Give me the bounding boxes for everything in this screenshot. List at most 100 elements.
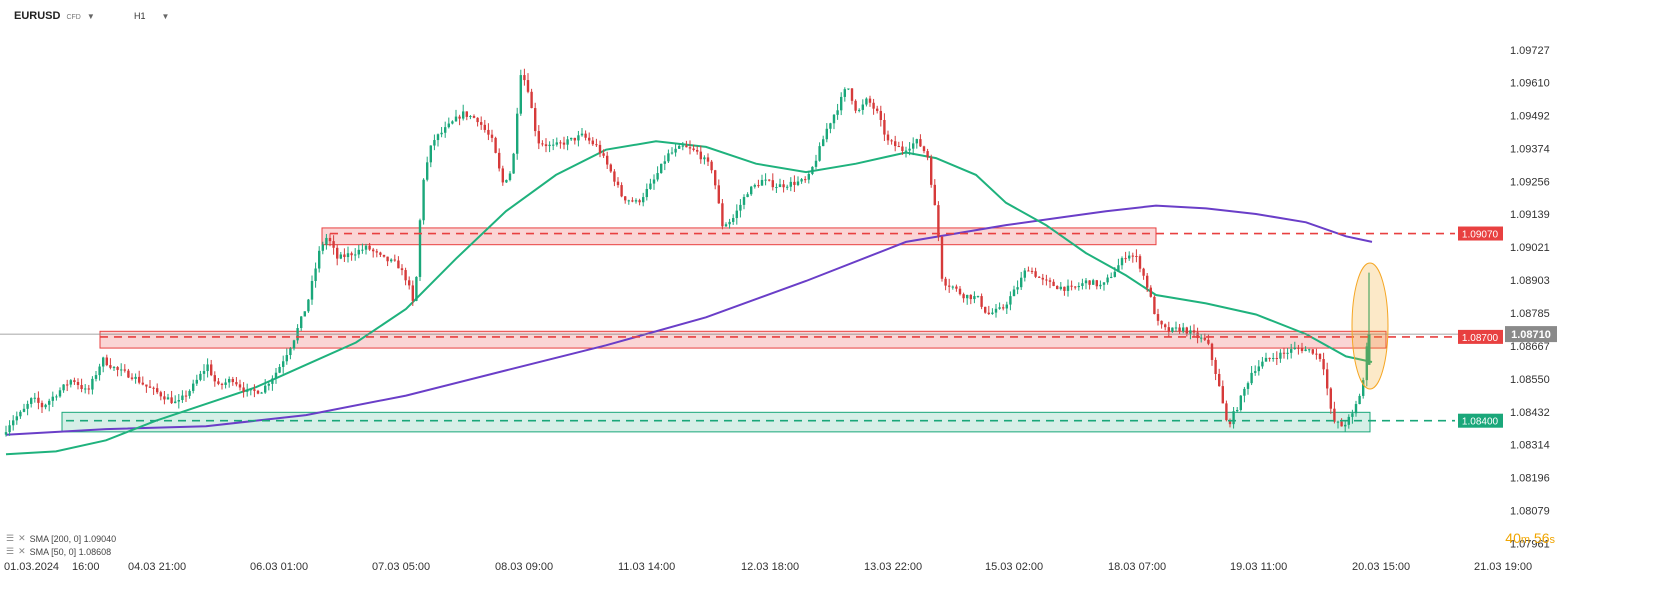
y-tick-label: 1.09021	[1510, 242, 1550, 254]
candle-body	[123, 369, 126, 371]
x-tick-label: 01.03.2024	[4, 561, 59, 573]
candle-body	[30, 398, 33, 404]
candle-body	[1016, 287, 1019, 290]
candle-body	[195, 379, 198, 384]
candle-body	[541, 143, 544, 145]
candle-body	[933, 184, 936, 206]
candle-body	[811, 166, 814, 174]
timeframe-label[interactable]: H1	[134, 11, 146, 21]
candle-body	[1034, 271, 1037, 277]
candle-body	[422, 179, 425, 221]
candle-body	[1304, 349, 1307, 352]
candle-body	[627, 200, 630, 202]
candle-body	[4, 432, 8, 435]
candle-body	[804, 179, 807, 181]
settings-icon[interactable]: ☰	[6, 546, 15, 556]
candle-body	[1052, 281, 1055, 286]
y-tick-label: 1.08785	[1510, 308, 1550, 320]
candle-body	[926, 151, 929, 158]
zone-resistance-1	[99, 330, 1387, 349]
candle-body	[289, 348, 292, 356]
candle-body	[235, 382, 238, 385]
candle-body	[778, 184, 782, 188]
candle-body	[1246, 383, 1250, 389]
x-tick-label: 21.03 19:00	[1474, 561, 1532, 573]
y-tick-label: 1.08196	[1510, 473, 1550, 485]
candle-body	[1174, 327, 1178, 329]
candle-body	[1077, 285, 1080, 288]
candle-body	[465, 111, 468, 117]
candle-body	[1322, 359, 1325, 370]
candle-body	[991, 312, 994, 314]
candle-body	[1002, 307, 1005, 309]
candle-body	[1203, 337, 1206, 340]
candle-body	[224, 382, 227, 385]
candle-body	[670, 152, 674, 154]
candle-body	[584, 133, 587, 138]
candle-body	[1236, 409, 1239, 412]
candle-body	[1066, 285, 1070, 291]
candle-body	[642, 197, 645, 203]
candle-body	[148, 386, 152, 388]
candle-body	[1095, 280, 1098, 287]
candle-body	[145, 384, 148, 387]
candle-body	[631, 200, 634, 202]
candle-body	[1153, 296, 1156, 315]
level-label-bg-1	[1458, 329, 1503, 344]
candle-body	[948, 285, 951, 287]
candle-body	[872, 102, 875, 109]
candle-body	[1023, 270, 1026, 278]
candle-body	[850, 88, 854, 101]
candle-body	[1279, 352, 1282, 359]
candle-body	[264, 385, 267, 393]
candle-body	[519, 75, 522, 114]
candle-body	[1239, 395, 1242, 410]
candle-body	[793, 181, 796, 185]
candle-body	[1142, 268, 1145, 276]
candle-body	[202, 371, 206, 374]
current-price-tag	[1505, 326, 1557, 343]
candle-body	[444, 127, 447, 133]
countdown-minutes-unit: m	[1520, 534, 1531, 546]
candle-body	[404, 270, 407, 281]
candle-body	[166, 397, 170, 400]
x-tick-label: 18.03 07:00	[1108, 561, 1166, 573]
candle-body	[188, 390, 191, 396]
candle-body	[901, 146, 904, 151]
candle-body	[753, 185, 756, 187]
candle-body	[717, 185, 720, 204]
candle-body	[69, 380, 72, 385]
close-icon[interactable]: ✕	[18, 533, 26, 543]
settings-icon[interactable]: ☰	[6, 533, 15, 543]
candle-body	[411, 285, 414, 301]
candle-body	[1138, 256, 1142, 269]
candle-body	[328, 237, 332, 242]
candle-body	[890, 140, 893, 142]
candle-body	[836, 110, 839, 115]
close-icon[interactable]: ✕	[18, 546, 26, 556]
symbol-label[interactable]: EURUSD	[14, 10, 61, 22]
symbol-dropdown-icon[interactable]: ▼	[86, 11, 95, 21]
candle-body	[634, 200, 638, 202]
candle-body	[141, 382, 144, 385]
candle-body	[998, 307, 1001, 309]
timeframe-selector[interactable]: H1 ▼	[134, 6, 169, 26]
candle-body	[138, 376, 141, 383]
candle-body	[501, 168, 504, 183]
candle-body	[105, 357, 108, 366]
candle-body	[40, 402, 44, 408]
candle-body	[170, 397, 173, 404]
candle-body	[339, 254, 342, 259]
candle-body	[660, 163, 663, 174]
timeframe-dropdown-icon[interactable]: ▼	[161, 11, 170, 21]
candle-body	[886, 134, 890, 141]
x-tick-label: 15.03 02:00	[985, 561, 1043, 573]
candle-body	[1005, 304, 1008, 309]
candle-body	[530, 91, 533, 109]
candle-body	[624, 196, 627, 201]
candle-body	[512, 153, 515, 174]
candle-body	[919, 139, 922, 147]
candle-body	[591, 140, 594, 145]
candle-body	[1131, 255, 1134, 257]
